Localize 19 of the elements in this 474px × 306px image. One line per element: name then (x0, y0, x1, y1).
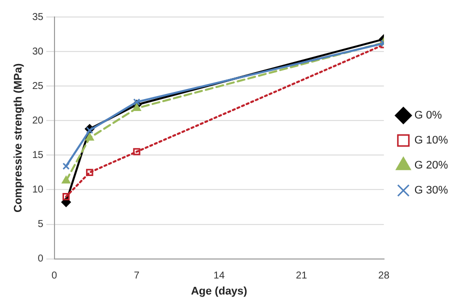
y-tick-label: 35 (32, 12, 44, 23)
y-tick-label: 5 (38, 219, 44, 230)
y-tick-label: 25 (32, 80, 44, 92)
legend-label: G 10% (414, 134, 448, 147)
x-tick-label: 21 (296, 270, 308, 282)
x-tick-label: 7 (134, 270, 140, 282)
x-tick-label: 14 (214, 270, 226, 282)
legend-label: G 0% (414, 110, 442, 122)
y-tick-label: 0 (38, 254, 44, 265)
y-tick-label: 20 (32, 115, 44, 126)
y-tick-label: 10 (32, 184, 44, 196)
legend-label: G 20% (414, 160, 448, 172)
x-tick-label: 0 (52, 270, 58, 282)
legend-label: G 30% (414, 184, 448, 197)
y-tick-label: 30 (32, 46, 44, 58)
x-axis-title: Age (days) (190, 285, 248, 298)
x-tick-label: 28 (378, 270, 390, 282)
y-axis-title: Compressive strength (MPa) (12, 62, 25, 212)
y-tick-label: 15 (32, 150, 44, 161)
